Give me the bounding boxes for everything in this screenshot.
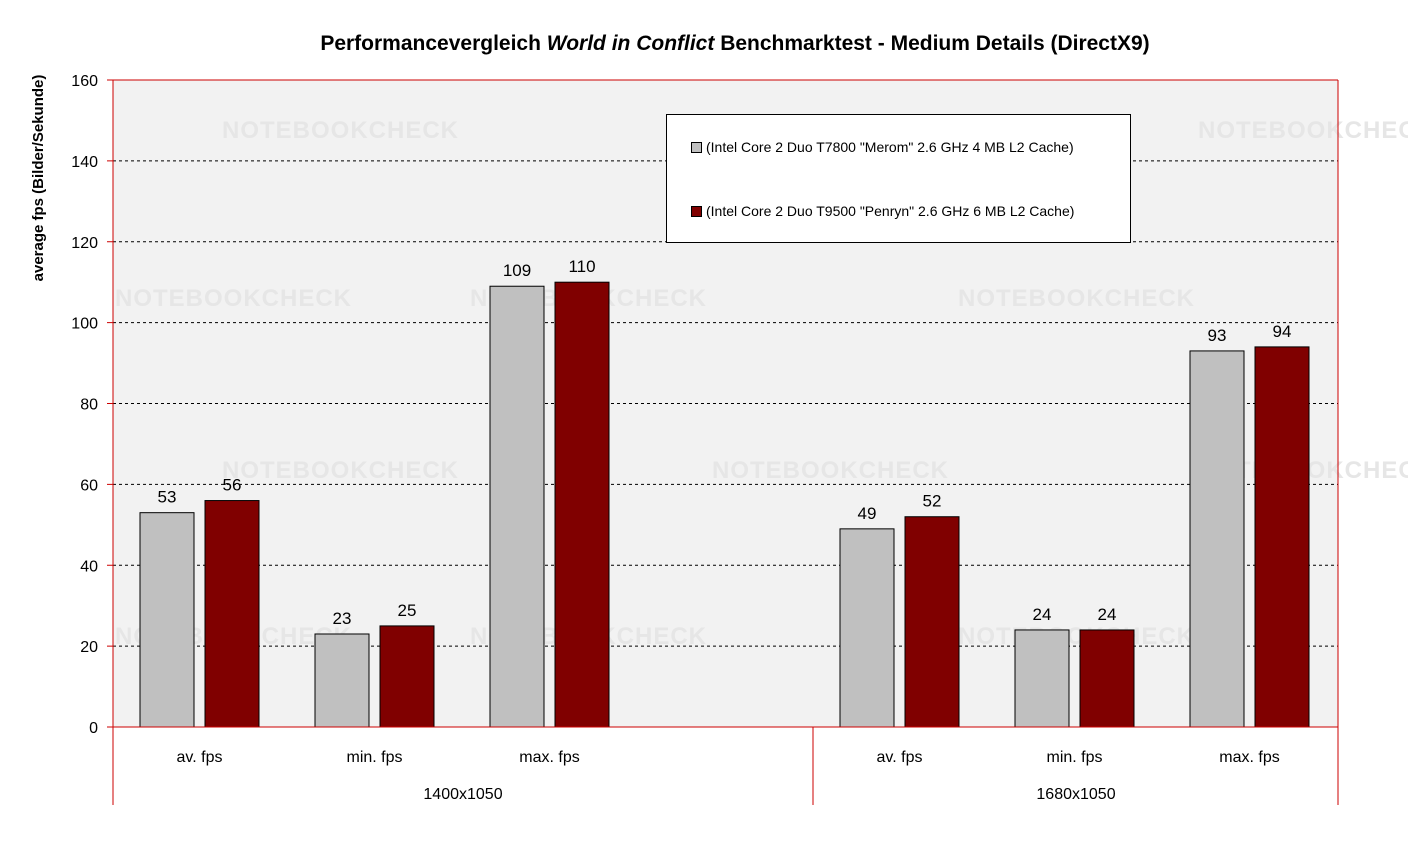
bar xyxy=(839,528,895,728)
watermark-text: NOTEBOOKCHECK xyxy=(712,457,949,484)
data-label: 110 xyxy=(568,257,595,276)
bar xyxy=(204,500,260,728)
y-tick-label: 160 xyxy=(71,73,98,90)
data-label: 23 xyxy=(333,609,352,628)
legend-item-merom: (Intel Core 2 Duo T7800 "Merom" 2.6 GHz … xyxy=(691,139,1074,155)
y-tick-label: 20 xyxy=(80,639,98,656)
labels: 0 20 40 60 80 100 120 140 160 53 23 109 49 24 93 56 25 11… xyxy=(71,73,1291,803)
y-tick-label: 40 xyxy=(80,558,98,575)
y-tick-label: 80 xyxy=(80,397,98,414)
data-label: 53 xyxy=(158,488,177,507)
bar xyxy=(139,512,195,728)
y-axis-label: average fps (Bilder/Sekunde) xyxy=(30,75,47,282)
y-tick-label: 60 xyxy=(80,477,98,494)
axes xyxy=(107,79,1339,805)
legend-label: (Intel Core 2 Duo T7800 "Merom" 2.6 GHz … xyxy=(706,139,1074,155)
legend-label: (Intel Core 2 Duo T9500 "Penryn" 2.6 GHz… xyxy=(706,203,1075,219)
data-label: 93 xyxy=(1208,326,1227,345)
legend-swatch xyxy=(691,205,702,217)
watermark-text: NOTEBOOKCHECK xyxy=(222,117,459,144)
y-tick-label: 140 xyxy=(71,154,98,171)
y-tick-label: 0 xyxy=(89,720,98,737)
title-part: Performancevergleich xyxy=(320,32,546,55)
bar xyxy=(554,281,610,728)
data-label: 109 xyxy=(503,261,531,280)
data-label: 56 xyxy=(223,476,242,495)
y-tick-label: 120 xyxy=(71,235,98,252)
watermark-text: NOTEBOOKCHECK xyxy=(1198,117,1408,144)
watermark-text: NOTEBOOKCHECK xyxy=(115,285,352,312)
watermark-text: NOTEBOOKCHECK xyxy=(222,457,459,484)
bar xyxy=(489,285,545,728)
bar xyxy=(314,633,370,728)
chart-title: Performancevergleich World in Conflict B… xyxy=(320,32,1149,55)
data-label: 49 xyxy=(858,504,877,523)
x-tick-label: max. fps xyxy=(1219,749,1279,766)
bar xyxy=(1079,629,1135,728)
legend: (Intel Core 2 Duo T7800 "Merom" 2.6 GHz … xyxy=(666,114,1131,243)
bar xyxy=(904,516,960,728)
bar xyxy=(1254,346,1310,728)
bars xyxy=(139,281,1310,728)
x-tick-label: av. fps xyxy=(177,749,223,766)
bar xyxy=(1014,629,1070,728)
data-label: 25 xyxy=(398,601,417,620)
bar xyxy=(1189,350,1245,728)
bar xyxy=(379,625,435,728)
data-label: 24 xyxy=(1098,605,1117,624)
legend-item-penryn: (Intel Core 2 Duo T9500 "Penryn" 2.6 GHz… xyxy=(691,203,1074,219)
data-label: 24 xyxy=(1033,605,1052,624)
watermark-text: NOTEBOOKCHECK xyxy=(958,285,1195,312)
watermark-text: NOTEBOOKCHECK xyxy=(958,623,1195,650)
x-tick-label: min. fps xyxy=(1046,749,1102,766)
x-tick-label: av. fps xyxy=(877,749,923,766)
x-group-label: 1680x1050 xyxy=(1036,786,1115,803)
data-label: 52 xyxy=(923,492,942,511)
y-tick-label: 100 xyxy=(71,316,98,333)
x-tick-label: max. fps xyxy=(519,749,579,766)
data-label: 94 xyxy=(1273,322,1292,341)
legend-swatch xyxy=(691,141,702,153)
title-part: Benchmarktest - Medium Details (DirectX9… xyxy=(714,32,1149,55)
title-part-italic: World in Conflict xyxy=(547,32,716,55)
x-tick-label: min. fps xyxy=(346,749,402,766)
x-group-label: 1400x1050 xyxy=(423,786,502,803)
